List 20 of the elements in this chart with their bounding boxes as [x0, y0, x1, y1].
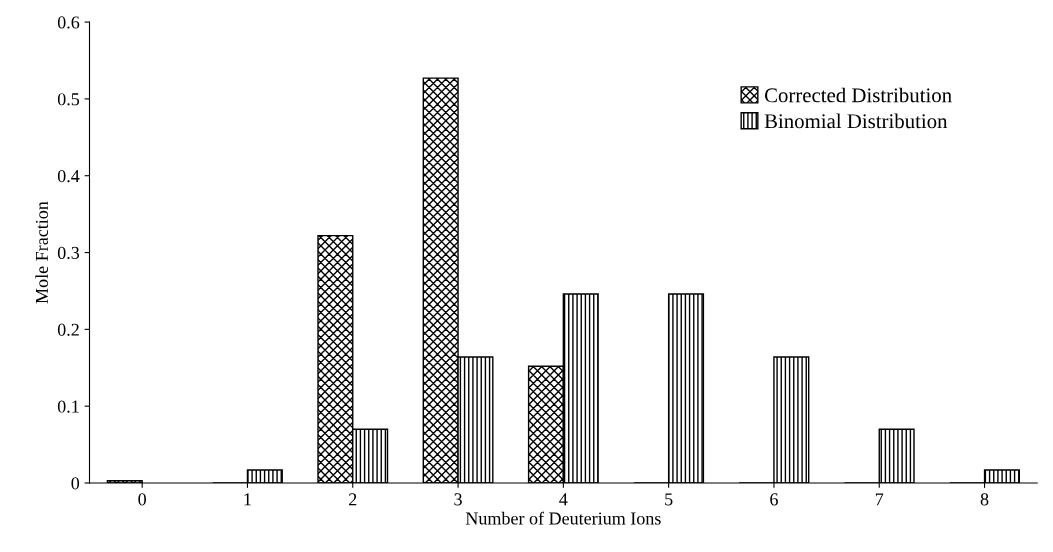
- y-tick-label: 0.2: [57, 323, 79, 336]
- y-tick-label: 0.3: [57, 246, 80, 260]
- x-tick-label: 7: [875, 493, 884, 506]
- y-tick-label: 0.4: [57, 169, 80, 183]
- y-tick-label: 0: [71, 477, 80, 490]
- x-tick-label: 4: [559, 493, 568, 506]
- x-tick-label: 3: [454, 493, 462, 506]
- legend-label: Corrected Distribution: [764, 87, 952, 103]
- x-tick-label: 5: [665, 493, 673, 506]
- x-tick-label: 6: [770, 493, 778, 506]
- y-tick-label: 0.6: [57, 16, 80, 29]
- y-tick-label: 0.5: [57, 93, 80, 106]
- x-axis-title: Number of Deuterium Ions: [465, 511, 661, 525]
- x-tick-label: 8: [980, 493, 989, 506]
- y-axis-title: Mole Fraction: [35, 201, 48, 304]
- y-tick-label: 0.1: [57, 400, 79, 413]
- x-tick-label: 1: [244, 493, 251, 506]
- x-tick-label: 2: [349, 493, 357, 506]
- legend-label: Binomial Distribution: [764, 113, 948, 129]
- x-tick-label: 0: [138, 493, 146, 506]
